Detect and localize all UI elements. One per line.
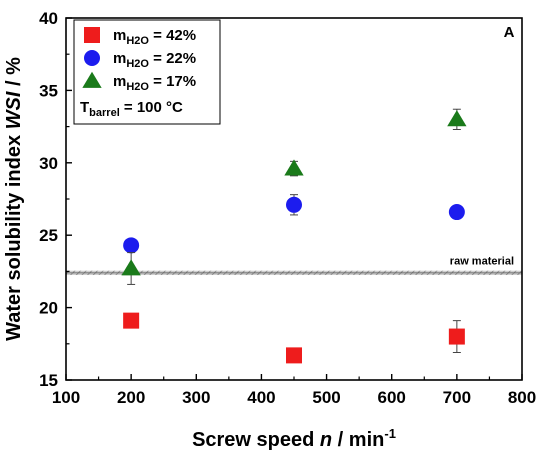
y-tick-label: 40	[39, 9, 58, 28]
x-tick-label: 800	[508, 388, 536, 407]
x-tick-label: 700	[443, 388, 471, 407]
data-point-triangle	[121, 259, 141, 276]
legend-condition: Tbarrel = 100 °C	[80, 99, 183, 119]
reference-line-group: raw material	[66, 256, 522, 276]
y-axis: 15 20 25 30 35 40	[39, 9, 72, 390]
y-tick-label: 15	[39, 371, 58, 390]
data-point-circle	[286, 196, 302, 213]
legend-entry: mH2O = 22%	[113, 50, 196, 70]
data-points	[121, 108, 467, 364]
x-axis-title-main: Screw speed	[192, 429, 320, 451]
reference-line-label: raw material	[450, 256, 514, 268]
data-point-triangle	[284, 159, 304, 176]
data-point-circle	[448, 204, 465, 221]
x-tick-label: 500	[312, 388, 340, 407]
x-tick-label: 400	[247, 388, 275, 407]
x-axis-title-unit: / min	[332, 429, 384, 451]
y-tick-label: 25	[39, 226, 58, 245]
y-axis-title-variable: WSI	[3, 91, 25, 129]
x-axis-title-variable: n	[320, 429, 332, 451]
x-axis-title: Screw speed n / min-1	[192, 426, 396, 451]
x-axis-title-superscript: -1	[384, 426, 396, 441]
x-tick-label: 600	[378, 388, 406, 407]
x-tick-label: 200	[117, 388, 145, 407]
x-tick-label: 300	[182, 388, 210, 407]
y-axis-title-unit: / %	[3, 57, 25, 92]
y-tick-label: 20	[39, 299, 58, 318]
x-tick-label: 100	[52, 388, 80, 407]
panel-label: A	[504, 24, 515, 41]
y-axis-title-main: Water solubility index	[3, 129, 25, 341]
data-point-square	[286, 347, 302, 364]
x-axis: 100 200 300 400 500 600 700 800	[52, 374, 536, 407]
legend-marker-circle	[84, 50, 100, 66]
legend-entry: mH2O = 17%	[113, 73, 196, 93]
legend-entry: mH2O = 42%	[113, 27, 196, 47]
data-point-square	[123, 312, 140, 329]
legend: mH2O = 42% mH2O = 22% mH2O = 17% Tbarrel = …	[73, 19, 221, 125]
y-tick-label: 30	[39, 154, 58, 173]
data-point-circle	[123, 237, 140, 254]
y-axis-title: Water solubility index WSI / %	[3, 57, 25, 341]
data-point-square	[448, 328, 465, 345]
data-point-triangle	[447, 110, 467, 127]
legend-marker-square	[84, 27, 100, 43]
legend-marker-triangle	[82, 71, 102, 88]
y-tick-label: 35	[39, 81, 58, 100]
